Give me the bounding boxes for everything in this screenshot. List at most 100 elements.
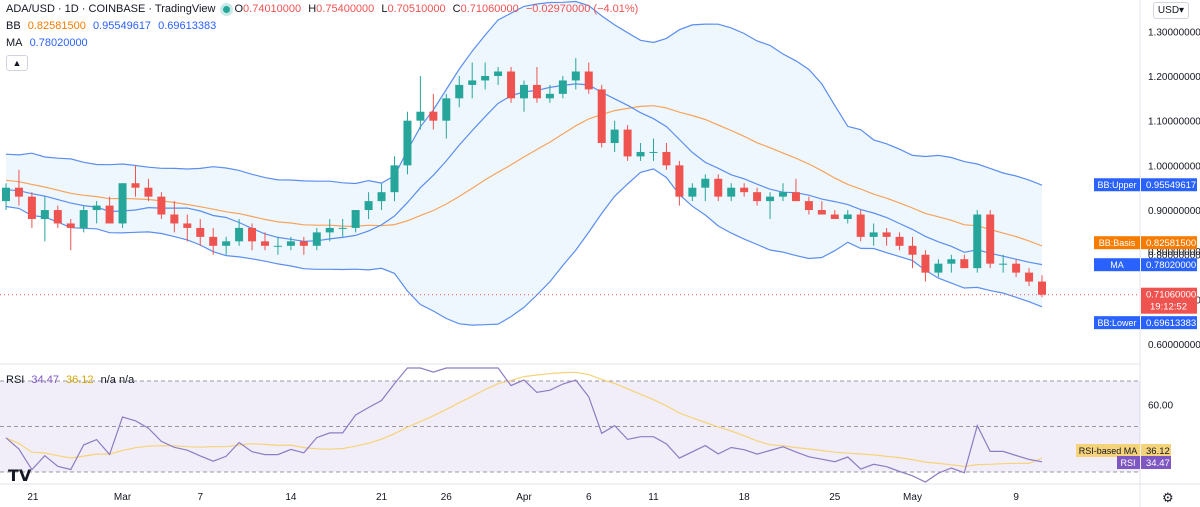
candle[interactable] xyxy=(688,183,697,202)
candle[interactable] xyxy=(40,196,49,242)
candle[interactable] xyxy=(960,254,969,269)
chevron-up-icon[interactable]: ▲ xyxy=(6,55,28,71)
candle[interactable] xyxy=(209,227,218,255)
candle[interactable] xyxy=(312,227,321,251)
price-badge[interactable]: MA 0.78020000 xyxy=(1094,258,1197,272)
candle[interactable] xyxy=(222,236,231,255)
candle[interactable] xyxy=(908,236,917,269)
candle[interactable] xyxy=(636,143,645,161)
candle[interactable] xyxy=(118,183,127,228)
candle[interactable] xyxy=(235,218,244,246)
candle[interactable] xyxy=(947,254,956,273)
candle[interactable] xyxy=(131,165,140,197)
candle[interactable] xyxy=(170,201,179,233)
candle[interactable] xyxy=(53,205,62,228)
candle[interactable] xyxy=(532,67,541,103)
candle[interactable] xyxy=(727,183,736,202)
price-badge[interactable]: BB:Lower 0.69613383 xyxy=(1094,316,1197,330)
candle[interactable] xyxy=(183,214,192,242)
gear-icon[interactable]: ⚙ xyxy=(1162,490,1174,505)
candle[interactable] xyxy=(494,67,503,85)
price-badge[interactable]: BB:Upper 0.95549617 xyxy=(1094,178,1197,192)
candle[interactable] xyxy=(986,210,995,269)
candle[interactable] xyxy=(520,80,528,112)
candle[interactable] xyxy=(507,67,516,103)
candle[interactable] xyxy=(701,174,710,202)
candle[interactable] xyxy=(869,223,878,246)
candle[interactable] xyxy=(882,227,891,246)
currency-select[interactable]: USD▾ xyxy=(1153,2,1189,19)
candle[interactable] xyxy=(377,183,386,211)
candle[interactable] xyxy=(429,93,438,130)
candle[interactable] xyxy=(791,178,800,202)
candle[interactable] xyxy=(14,169,23,206)
candle[interactable] xyxy=(804,196,813,215)
bb-basis-line[interactable] xyxy=(5,105,1043,247)
symbol-legend[interactable]: ADA/USD · 1D · COINBASE · TradingView O0.… xyxy=(6,3,642,15)
candle[interactable] xyxy=(248,223,257,251)
candle[interactable] xyxy=(973,210,982,273)
candle[interactable] xyxy=(273,236,282,255)
rsi-line[interactable] xyxy=(5,367,1043,483)
candle[interactable] xyxy=(999,254,1008,273)
candle[interactable] xyxy=(740,183,749,197)
ma-legend[interactable]: MA 0.78020000 xyxy=(6,37,92,49)
candle[interactable] xyxy=(105,196,114,224)
bb-lower-line[interactable] xyxy=(5,168,1043,326)
candle[interactable] xyxy=(766,192,775,219)
candle[interactable] xyxy=(830,210,839,219)
candle[interactable] xyxy=(558,75,567,99)
candle[interactable] xyxy=(27,192,36,228)
candle[interactable] xyxy=(1025,268,1034,287)
candle[interactable] xyxy=(455,75,464,108)
candle[interactable] xyxy=(364,192,373,219)
rsi-badge[interactable]: RSI-based MA 36.12 xyxy=(1076,444,1171,457)
rsi-legend[interactable]: RSI 34.47 36.12 n/a n/a xyxy=(6,374,138,386)
candle[interactable] xyxy=(571,58,580,90)
candle[interactable] xyxy=(675,160,684,206)
candle[interactable] xyxy=(468,62,477,99)
candle[interactable] xyxy=(299,236,308,255)
candle[interactable] xyxy=(1012,259,1021,278)
candle[interactable] xyxy=(261,232,269,251)
rsi-ma-line[interactable] xyxy=(5,371,1043,468)
candle[interactable] xyxy=(338,218,347,237)
candle[interactable] xyxy=(416,75,425,130)
candle[interactable] xyxy=(856,210,865,242)
candle[interactable] xyxy=(662,143,671,170)
candle[interactable] xyxy=(92,201,101,224)
candle[interactable] xyxy=(753,187,762,206)
candle[interactable] xyxy=(351,210,360,233)
candle[interactable] xyxy=(1038,275,1046,298)
candle[interactable] xyxy=(714,174,723,202)
candle[interactable] xyxy=(597,84,606,148)
candle[interactable] xyxy=(779,183,787,202)
candle[interactable] xyxy=(623,125,632,161)
tradingview-logo-icon[interactable]: 𝗧𝗩 xyxy=(8,468,32,485)
candle[interactable] xyxy=(144,178,153,202)
candle[interactable] xyxy=(934,259,943,278)
candle[interactable] xyxy=(2,183,10,211)
candle[interactable] xyxy=(610,120,619,152)
candle[interactable] xyxy=(584,62,593,94)
candle[interactable] xyxy=(325,218,334,242)
candle[interactable] xyxy=(545,84,554,103)
rsi-badge[interactable]: RSI 34.47 xyxy=(1117,456,1171,469)
candle[interactable] xyxy=(157,192,166,219)
candle[interactable] xyxy=(843,210,852,224)
candle[interactable] xyxy=(817,201,826,215)
candle[interactable] xyxy=(196,218,205,246)
bb-upper-line[interactable] xyxy=(5,0,1043,186)
candle[interactable] xyxy=(66,218,75,251)
candle[interactable] xyxy=(442,93,451,139)
candle[interactable] xyxy=(481,62,490,90)
candle[interactable] xyxy=(390,156,399,202)
candle[interactable] xyxy=(403,111,412,175)
candle[interactable] xyxy=(286,236,295,251)
bb-legend[interactable]: BB 0.82581500 0.95549617 0.69613383 xyxy=(6,20,220,32)
candle[interactable] xyxy=(895,232,904,251)
candle[interactable] xyxy=(649,138,658,161)
candle[interactable] xyxy=(921,250,930,282)
